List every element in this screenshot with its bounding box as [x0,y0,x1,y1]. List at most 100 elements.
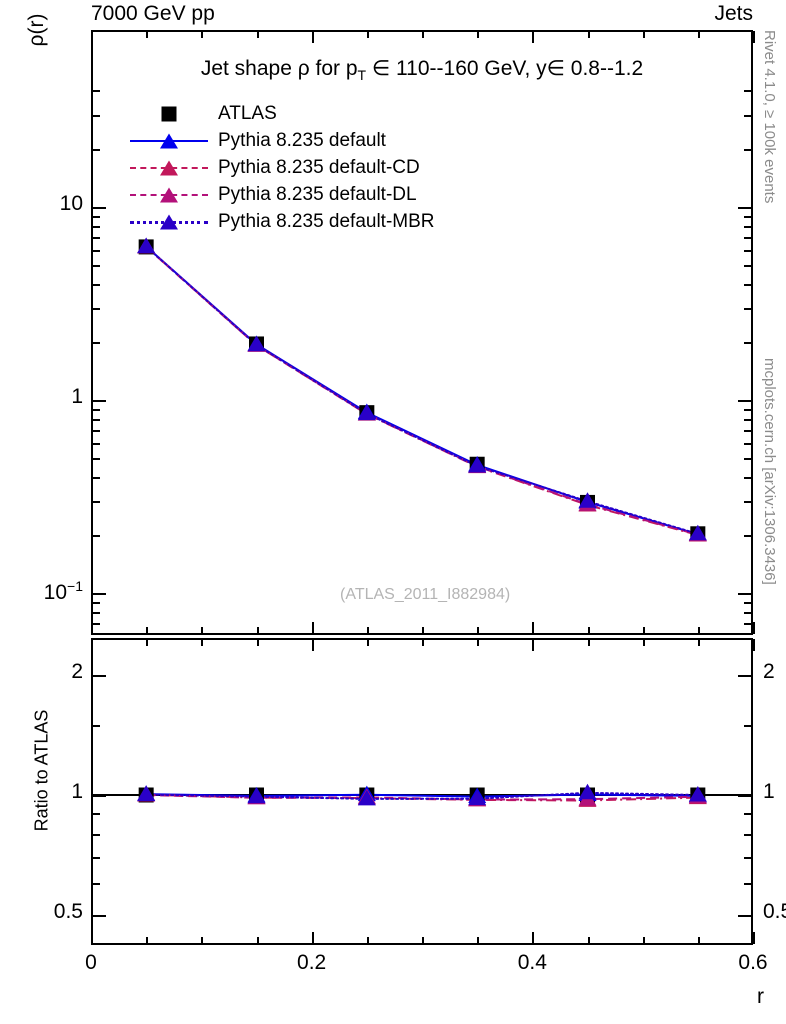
legend-entry-dl[interactable]: Pythia 8.235 default-DL [130,181,435,208]
y-tick-main [92,535,100,537]
y-tick-main-right [744,458,752,460]
y-tick-main-right [744,90,752,92]
y-tick-main-right [744,443,752,445]
y-tick-main-right [744,216,752,218]
legend-label: ATLAS [218,102,277,124]
x-tick-main-top [91,31,93,43]
y-tick-main [92,90,100,92]
plot-title-pre: Jet shape ρ for p [200,57,358,80]
x-tick-ratio [698,937,700,944]
y-tick-ratio [92,915,106,917]
y-tick-label-ratio-right: 2 [763,660,775,683]
x-tick-ratio [257,937,259,944]
y-tick-main-right [744,149,752,151]
y-tick-ratio [92,857,100,859]
y-tick-main-right [744,342,752,344]
legend-key-atlas [130,104,208,124]
y-tick-ratio-right [738,915,752,917]
y-tick-main [92,623,100,625]
x-tick-ratio [146,937,148,944]
y-tick-main [92,477,100,479]
y-tick-main [92,342,100,344]
y-tick-main [92,458,100,460]
y-tick-label-ratio-right: 1 [763,780,775,803]
data-marker-Pythia-8-235-default-MBR [578,492,597,508]
x-tick-main [257,627,259,634]
ratio-marker-Pythia-8-235-default-MBR [247,787,266,804]
legend-entry-cd[interactable]: Pythia 8.235 default-CD [130,154,435,181]
y-tick-main-right [738,207,752,209]
x-tick-label: 0.4 [517,951,547,974]
y-tick-main [92,602,100,604]
x-tick-main [753,622,755,634]
y-tick-main [92,216,100,218]
plot-title: Jet shape ρ for pT ∈ 110--160 GeV, y∈ 0.… [91,56,753,83]
x-tick-ratio [367,937,369,944]
x-tick-ratio-top [588,639,590,646]
legend: ATLAS Pythia 8.235 default Pythia 8.235 … [130,100,435,235]
y-tick-main [92,115,100,117]
series-line-Pythia-8-235-default-MBR [145,245,699,535]
legend-entry-atlas[interactable]: ATLAS [130,100,435,127]
beam-energy-label: 7000 GeV pp [91,2,215,25]
x-tick-main [643,627,645,634]
plot-title-post: ∈ 110--160 GeV, y∈ 0.8--1.2 [366,57,644,80]
series-line-Pythia-8-235-default-DL [145,246,699,536]
y-tick-main [92,409,100,411]
x-tick-main [312,622,314,634]
y-tick-main-right [744,308,752,310]
x-tick-label: 0.6 [738,951,768,974]
y-tick-ratio [92,675,106,677]
data-marker-Pythia-8-235-default-MBR [137,237,156,254]
x-tick-ratio-top [422,639,424,646]
x-tick-ratio-top [643,639,645,646]
x-tick-main [367,627,369,634]
x-tick-ratio [312,932,314,944]
legend-key-cd [130,158,208,178]
y-tick-main-right [744,284,752,286]
y-tick-main-right [744,250,752,252]
x-tick-main-top [312,31,314,43]
y-tick-main-right [744,115,752,117]
y-tick-main [92,443,100,445]
ratio-plot-panel [91,638,753,945]
ratio-marker-Pythia-8-235-default-MBR [357,789,376,806]
y-tick-main-right [744,501,752,503]
legend-entry-mbr[interactable]: Pythia 8.235 default-MBR [130,208,435,235]
main-plot-panel [91,30,753,635]
y-tick-main-right [744,477,752,479]
x-tick-ratio-top [146,639,148,646]
y-tick-main [92,308,100,310]
x-tick-label: 0.2 [297,951,327,974]
y-tick-main [92,226,100,228]
x-tick-ratio-top [201,639,203,646]
y-tick-ratio-right [744,834,752,836]
y-tick-main [92,250,100,252]
x-tick-main [532,622,534,634]
y-tick-ratio-right [744,857,752,859]
x-tick-ratio-top [698,639,700,646]
legend-key-mbr [130,212,208,232]
y-tick-label-main: 1 [71,385,83,408]
legend-entry-default[interactable]: Pythia 8.235 default [130,127,435,154]
ratio-marker-Pythia-8-235-default-MBR [137,785,156,801]
y-tick-main-right [744,430,752,432]
y-tick-main-right [744,409,752,411]
x-tick-main-top [477,31,479,38]
x-tick-ratio-top [753,639,755,651]
legend-key-dl [130,185,208,205]
y-tick-main [92,149,100,151]
y-tick-ratio-right [744,725,752,727]
y-tick-ratio [92,725,100,727]
x-tick-label: 0 [85,951,97,974]
x-tick-main-top [257,31,259,38]
ratio-marker-Pythia-8-235-default-MBR [688,786,707,802]
y-tick-label-ratio-right: 0.5 [763,899,786,923]
data-marker-Pythia-8-235-default-MBR [468,457,487,473]
y-tick-main [92,400,106,402]
x-tick-main-top [422,31,424,38]
y-tick-main [92,612,100,614]
x-tick-main-top [532,31,534,43]
